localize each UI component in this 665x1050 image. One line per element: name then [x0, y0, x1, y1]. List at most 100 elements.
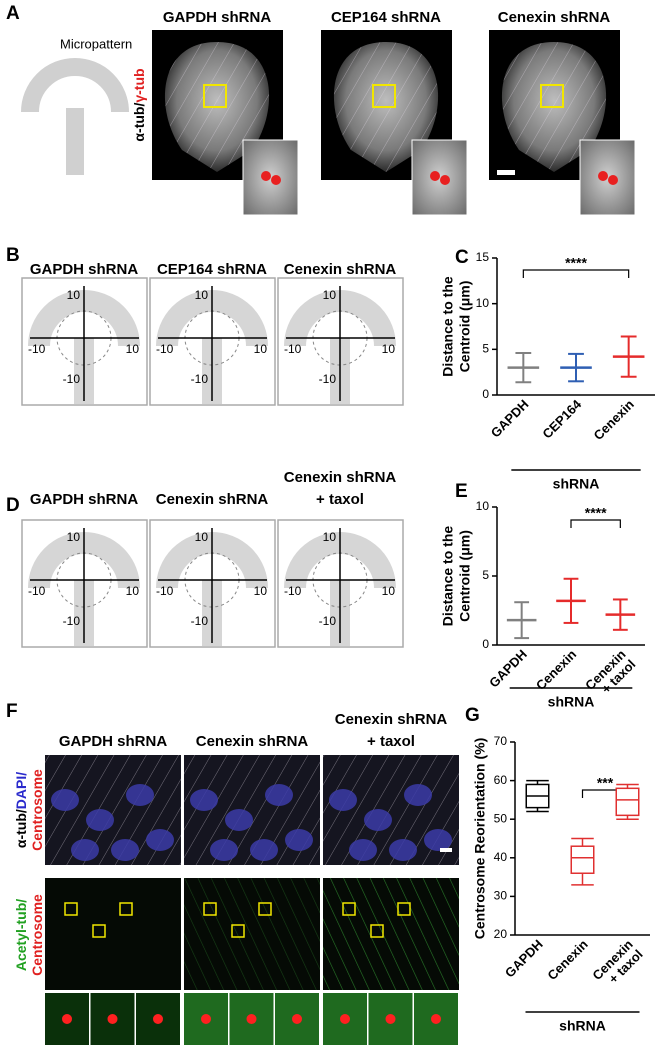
- nucleus: [389, 839, 417, 861]
- label-line: GAPDH: [486, 647, 530, 691]
- centrosome: [271, 175, 281, 185]
- centrosome: [153, 1014, 163, 1024]
- micropattern-shape: [21, 58, 129, 175]
- x-tick-label: Cenexin+ taxol: [590, 937, 646, 993]
- tick-label: 10: [195, 530, 209, 544]
- tick-label: -10: [63, 614, 81, 628]
- x-tick-label: GAPDH: [486, 647, 530, 691]
- tick-label: -10: [156, 584, 174, 598]
- panel-label: D: [6, 495, 20, 516]
- plot-title: GAPDH shRNA: [30, 491, 139, 508]
- nucleus: [111, 839, 139, 861]
- significance-bracket: [522, 269, 630, 278]
- significance-label: ****: [565, 255, 587, 271]
- image-title: + taxol: [367, 733, 415, 750]
- centrosome: [431, 1014, 441, 1024]
- tick-label: 10: [67, 288, 81, 302]
- scale-bar: [497, 170, 515, 175]
- centrosome: [62, 1014, 72, 1024]
- plot-title: Cenexin shRNA: [156, 491, 269, 508]
- image-title: Cenexin shRNA: [335, 711, 448, 728]
- centrosome: [608, 175, 618, 185]
- centrosome: [385, 1014, 396, 1024]
- roi-box: [540, 84, 564, 108]
- y-tick-label: 40: [494, 850, 508, 864]
- y-tick-label: 0: [482, 387, 489, 401]
- tick-label: -10: [191, 614, 209, 628]
- centrosome: [246, 1014, 257, 1024]
- plot-title: CEP164 shRNA: [157, 261, 267, 278]
- tick-label: 10: [195, 288, 209, 302]
- x-tick-label: CEP164: [540, 396, 585, 441]
- nucleus: [424, 829, 452, 851]
- group-label: shRNA: [553, 476, 600, 492]
- stain-label: α-tub/γ-tub: [131, 68, 147, 141]
- y-tick-label: 5: [482, 342, 489, 356]
- y-tick-label: 10: [476, 499, 490, 513]
- stain-label: α-tub/DAPI/: [13, 772, 29, 848]
- image-title: GAPDH shRNA: [59, 733, 168, 750]
- image-title: CEP164 shRNA: [331, 9, 441, 26]
- label-line: Cenexin: [533, 647, 579, 693]
- y-tick-label: 20: [494, 927, 508, 941]
- group-label: shRNA: [559, 1018, 606, 1034]
- tick-label: -10: [28, 584, 46, 598]
- roi-box: [92, 924, 106, 938]
- y-tick-label: 30: [494, 889, 508, 903]
- nucleus: [250, 839, 278, 861]
- label-part: γ-tub: [131, 68, 147, 102]
- y-tick-label: 15: [476, 250, 490, 264]
- plot-title: GAPDH shRNA: [30, 261, 139, 278]
- tick-label: -10: [63, 372, 81, 386]
- tick-label: -10: [284, 342, 302, 356]
- nucleus: [190, 789, 218, 811]
- label-part: Centrosome: [29, 769, 45, 851]
- box: [615, 787, 640, 817]
- centrosome: [440, 175, 450, 185]
- roi-box: [231, 924, 245, 938]
- tick-label: -10: [319, 614, 337, 628]
- significance-label: ****: [585, 505, 607, 521]
- plot-title: Cenexin shRNA: [284, 261, 397, 278]
- significance-bracket: [570, 519, 621, 528]
- roi-box: [342, 902, 356, 916]
- panel-label: G: [465, 705, 480, 726]
- nucleus: [285, 829, 313, 851]
- centrosome: [598, 171, 608, 181]
- panel-label: B: [6, 245, 20, 266]
- x-tick-label: GAPDH: [488, 397, 532, 441]
- scale-bar: [440, 848, 452, 852]
- label-part: Acetyl-tub/: [13, 899, 29, 971]
- roi-box: [397, 902, 411, 916]
- micrograph-fibers: [184, 878, 320, 990]
- tick-label: 10: [67, 530, 81, 544]
- nucleus: [364, 809, 392, 831]
- centrosome: [292, 1014, 302, 1024]
- y-tick-label: 5: [482, 568, 489, 582]
- roi-box: [119, 902, 133, 916]
- y-axis-label: Centrosome Reorientation (%): [472, 738, 488, 939]
- stain-label: Acetyl-tub/: [13, 899, 29, 971]
- stain-label: Centrosome: [29, 894, 45, 976]
- tick-label: -10: [28, 342, 46, 356]
- tick-label: -10: [319, 372, 337, 386]
- nucleus: [126, 784, 154, 806]
- micrograph-fibers: [323, 878, 459, 990]
- label-line: GAPDH: [488, 397, 532, 441]
- tick-label: 10: [323, 288, 337, 302]
- x-tick-label: Cenexin: [591, 397, 637, 443]
- y-tick-label: 60: [494, 773, 508, 787]
- y-tick-label: 10: [476, 296, 490, 310]
- image-title: GAPDH shRNA: [163, 9, 272, 26]
- significance-label: ***: [597, 775, 614, 791]
- tick-label: 10: [126, 584, 140, 598]
- image-title: Cenexin shRNA: [498, 9, 611, 26]
- centrosome: [261, 171, 271, 181]
- nucleus: [210, 839, 238, 861]
- label-line: GAPDH: [502, 937, 546, 981]
- y-tick-label: 0: [482, 637, 489, 651]
- tick-label: -10: [156, 342, 174, 356]
- y-axis-label: Centroid (μm): [457, 281, 473, 373]
- y-tick-label: 70: [494, 734, 508, 748]
